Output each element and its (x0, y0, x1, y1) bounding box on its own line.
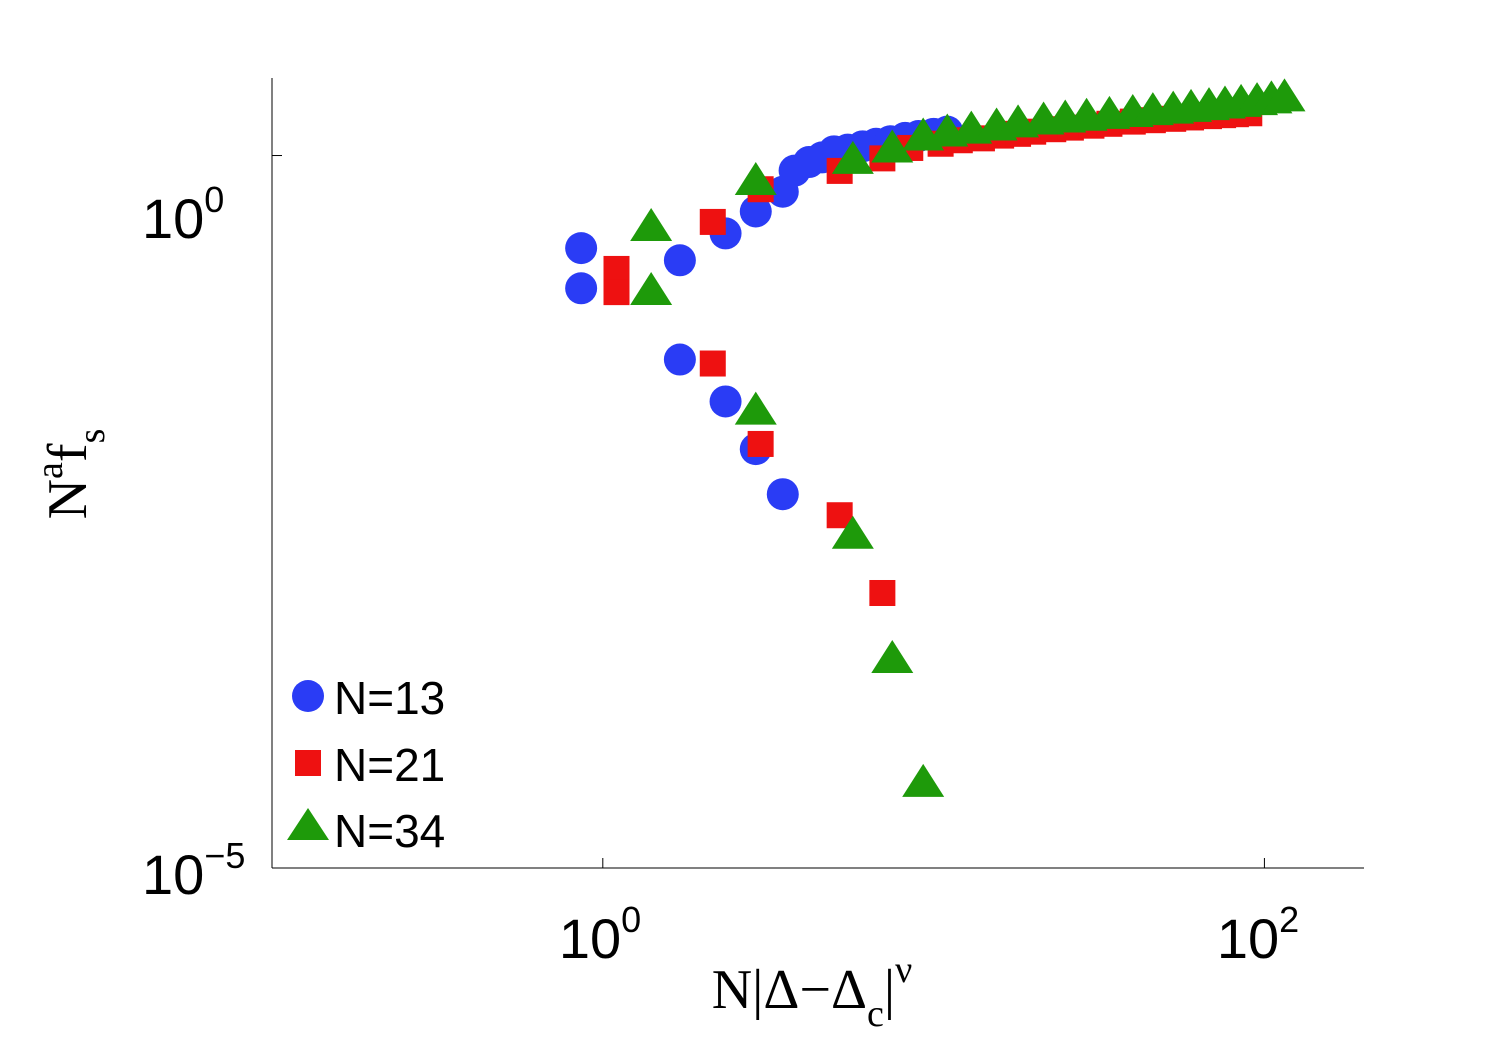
legend-label-n21: N=21 (334, 739, 445, 791)
legend: N=13 N=21 N=34 (287, 672, 445, 857)
data-point-triangle-2-22 (1263, 78, 1306, 112)
legend-marker-n13 (292, 680, 324, 712)
x-axis-label: N|Δ−Δc|ν (712, 949, 913, 1035)
data-point-circle-0-3 (739, 195, 772, 228)
series-n34 (630, 78, 1306, 797)
legend-marker-n21 (295, 750, 321, 776)
data-point-triangle-2-23 (630, 272, 673, 306)
data-marks (565, 78, 1306, 797)
data-point-circle-0-17 (565, 272, 598, 305)
data-point-square-1-26 (747, 430, 774, 457)
legend-label-n13: N=13 (334, 672, 445, 724)
data-point-circle-0-19 (709, 385, 742, 418)
y-tick-label-1: 100 (142, 179, 224, 250)
data-point-triangle-2-0 (630, 208, 673, 242)
data-point-triangle-2-25 (831, 515, 874, 549)
x-tick-label-1: 100 (559, 899, 641, 970)
data-point-triangle-2-26 (871, 639, 914, 673)
data-point-square-1-1 (699, 208, 726, 235)
data-point-circle-0-1 (663, 244, 696, 277)
data-point-square-1-28 (869, 579, 896, 606)
data-point-triangle-2-3 (871, 129, 914, 163)
axis-ticks (272, 155, 1265, 869)
data-point-circle-0-21 (766, 478, 799, 511)
data-point-triangle-2-24 (734, 391, 777, 425)
data-point-square-1-24 (603, 279, 630, 306)
y-axis-label: Nafs (29, 429, 113, 520)
data-point-circle-0-18 (663, 343, 696, 376)
legend-label-n34: N=34 (334, 805, 445, 857)
x-tick-label-100: 102 (1217, 899, 1299, 970)
y-tick-label-1e-5: 10−5 (142, 835, 245, 906)
data-point-square-1-0 (603, 255, 630, 282)
data-point-triangle-2-27 (902, 763, 945, 797)
series-n13 (565, 115, 964, 511)
data-point-triangle-2-2 (831, 140, 874, 174)
data-point-triangle-2-1 (734, 162, 777, 196)
legend-marker-n34 (287, 808, 329, 840)
data-point-square-1-25 (699, 350, 726, 377)
data-point-circle-0-0 (565, 232, 598, 265)
